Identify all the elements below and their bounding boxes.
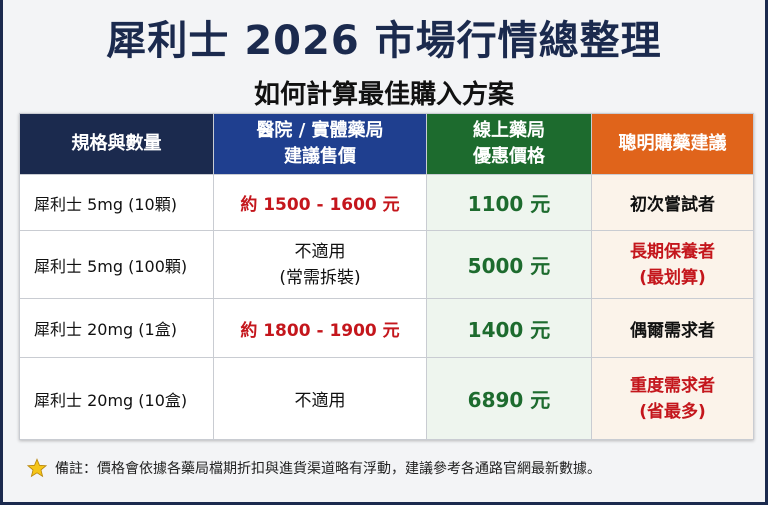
star-icon <box>27 458 47 478</box>
cell-line: 不適用 <box>294 241 346 262</box>
cell-line: (常需拆裝) <box>279 267 361 288</box>
column-header: 聰明購藥建議 <box>591 113 754 175</box>
footnote: 備註：價格會依據各藥局檔期折扣與進貨渠道略有浮動，建議參考各通路官網最新數據。 <box>27 458 601 478</box>
footnote-text: 備註：價格會依據各藥局檔期折扣與進貨渠道略有浮動，建議參考各通路官網最新數據。 <box>55 461 601 477</box>
cell: 初次嘗試者 <box>591 174 754 231</box>
cell: 犀利士 20mg (1盒) <box>19 298 214 358</box>
header-line: 優惠價格 <box>473 146 545 167</box>
row: 犀利士 5mg (10顆) 約 1500 - 1600 元 1100 元 初次嘗… <box>19 174 754 231</box>
cell: 約 1800 - 1900 元 <box>213 298 427 358</box>
header-line: 醫院 / 實體藥局 <box>256 120 384 141</box>
cell: 5000 元 <box>426 230 592 299</box>
cell-line: 重度需求者 <box>630 375 715 396</box>
column-header: 線上藥局 優惠價格 <box>426 113 592 175</box>
column-header: 規格與數量 <box>19 113 214 175</box>
price-table: 規格與數量 醫院 / 實體藥局 建議售價 線上藥局優惠價格 聰明購藥建議 犀利士 … <box>19 113 754 440</box>
cell: 犀利士 20mg (10盒) <box>19 357 214 440</box>
row: 犀利士 5mg (100顆) 不適用 (常需拆裝) 5000 元 長期保養者 (最划… <box>19 230 754 299</box>
cell-line: (最划算) <box>639 267 706 288</box>
header-row: 規格與數量 醫院 / 實體藥局 建議售價 線上藥局優惠價格 聰明購藥建議 <box>19 113 754 175</box>
cell: 長期保養者 (最划算) <box>591 230 754 299</box>
header-line: 建議售價 <box>284 146 356 167</box>
cell: 1400 元 <box>426 298 592 358</box>
row: 犀利士 20mg (1盒) 約 1800 - 1900 元 1400 元 偶爾需… <box>19 298 754 358</box>
cell: 6890 元 <box>426 357 592 440</box>
cell: 1100 元 <box>426 174 592 231</box>
cell: 不適用 (常需拆裝) <box>213 230 427 299</box>
title: 犀利士 2026 市場行情總整理 <box>106 18 662 64</box>
cell: 犀利士 5mg (100顆) <box>19 230 214 299</box>
cell-line: (省最多) <box>639 401 706 422</box>
subtitle: 如何計算最佳購入方案 <box>253 80 514 110</box>
column-header: 醫院 / 實體藥局 建議售價 <box>213 113 427 175</box>
cell: 約 1500 - 1600 元 <box>213 174 427 231</box>
cell: 不適用 <box>213 357 427 440</box>
row: 犀利士 20mg (10盒) 不適用 6890 元 重度需求者 (省最多) <box>19 357 754 440</box>
cell-line: 長期保養者 <box>630 241 715 262</box>
cell: 偶爾需求者 <box>591 298 754 358</box>
cell: 重度需求者 (省最多) <box>591 357 754 440</box>
cell: 犀利士 5mg (10顆) <box>19 174 214 231</box>
header-line: 線上藥局 <box>473 120 545 141</box>
